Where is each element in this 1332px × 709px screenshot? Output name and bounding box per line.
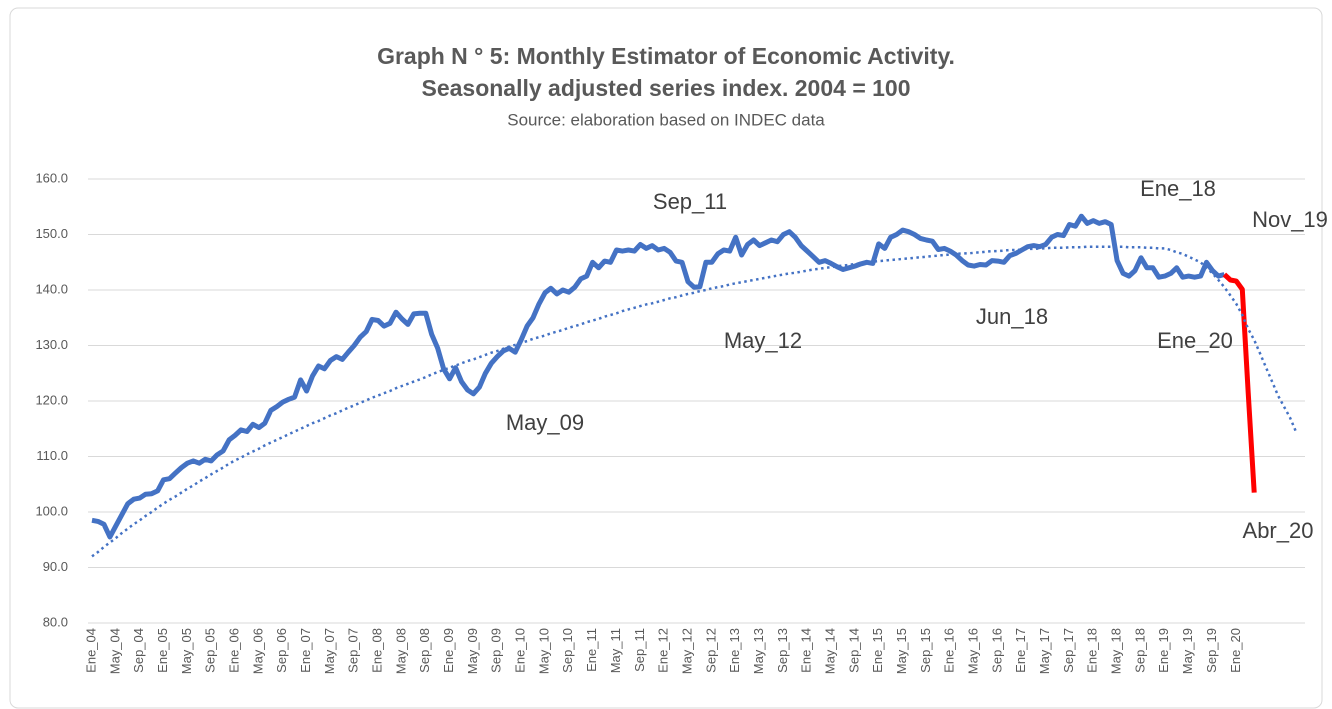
x-tick-label: Sep_19 xyxy=(1204,628,1219,673)
x-tick-label: Ene_15 xyxy=(870,628,885,673)
series-line xyxy=(1222,272,1257,493)
annotation: Ene_18 xyxy=(1140,176,1216,201)
x-tick-label: Sep_05 xyxy=(203,628,218,673)
x-tick-label: Ene_10 xyxy=(513,628,528,673)
x-tick-label: May_04 xyxy=(107,628,122,674)
y-tick-label: 150.0 xyxy=(35,226,68,241)
x-tick-label: May_15 xyxy=(894,628,909,674)
annotation: Nov_19 xyxy=(1252,207,1328,232)
x-tick-label: Ene_19 xyxy=(1156,628,1171,673)
x-tick-label: Sep_12 xyxy=(703,628,718,673)
x-tick-label: Sep_16 xyxy=(989,628,1004,673)
x-tick-label: Sep_13 xyxy=(775,628,790,673)
x-tick-label: Ene_07 xyxy=(298,628,313,673)
x-tick-label: May_14 xyxy=(822,628,837,674)
x-tick-label: Sep_17 xyxy=(1061,628,1076,673)
y-tick-label: 90.0 xyxy=(43,559,68,574)
x-tick-label: May_16 xyxy=(966,628,981,674)
chart-frame xyxy=(9,7,1323,709)
x-tick-label: Ene_16 xyxy=(942,628,957,673)
x-tick-label: May_19 xyxy=(1180,628,1195,674)
x-tick-label: May_18 xyxy=(1109,628,1124,674)
x-tick-label: Sep_15 xyxy=(918,628,933,673)
chart-title: Seasonally adjusted series index. 2004 =… xyxy=(421,75,910,101)
series-line xyxy=(91,245,1298,558)
x-tick-label: Ene_18 xyxy=(1085,628,1100,673)
annotation: Sep_11 xyxy=(653,189,727,214)
x-tick-label: Ene_14 xyxy=(799,628,814,673)
x-tick-label: Ene_04 xyxy=(83,628,98,673)
x-tick-label: Sep_06 xyxy=(274,628,289,673)
x-tick-label: Ene_17 xyxy=(1013,628,1028,673)
x-tick-label: Ene_08 xyxy=(370,628,385,673)
y-tick-label: 160.0 xyxy=(35,170,68,185)
x-tick-label: Sep_04 xyxy=(131,628,146,673)
chart-subtitle: Source: elaboration based on INDEC data xyxy=(507,110,825,129)
x-tick-label: May_11 xyxy=(608,628,623,673)
x-tick-label: May_17 xyxy=(1037,628,1052,674)
x-tick-label: Ene_20 xyxy=(1228,628,1243,673)
x-tick-label: Sep_18 xyxy=(1132,628,1147,673)
y-tick-label: 80.0 xyxy=(43,614,68,629)
series-line xyxy=(91,213,1226,540)
x-tick-label: May_12 xyxy=(679,628,694,674)
x-tick-label: Sep_14 xyxy=(846,628,861,673)
x-tick-label: Ene_05 xyxy=(155,628,170,673)
y-tick-label: 100.0 xyxy=(35,503,68,518)
annotation: May_09 xyxy=(506,410,584,435)
y-tick-label: 110.0 xyxy=(36,448,68,463)
x-tick-label: May_08 xyxy=(393,628,408,674)
x-tick-label: May_05 xyxy=(179,628,194,674)
x-tick-label: May_10 xyxy=(536,628,551,674)
x-tick-label: May_06 xyxy=(250,628,265,674)
x-tick-label: Sep_07 xyxy=(346,628,361,673)
chart-title: Graph N ° 5: Monthly Estimator of Econom… xyxy=(377,43,955,69)
y-tick-label: 140.0 xyxy=(35,281,68,296)
x-tick-label: Ene_13 xyxy=(727,628,742,673)
x-tick-label: Sep_10 xyxy=(560,628,575,673)
x-tick-label: Sep_11 xyxy=(632,628,647,672)
x-tick-label: May_13 xyxy=(751,628,766,674)
y-tick-label: 130.0 xyxy=(35,337,68,352)
x-tick-label: May_09 xyxy=(465,628,480,674)
x-tick-label: Ene_09 xyxy=(441,628,456,673)
annotation: Abr_20 xyxy=(1243,518,1314,543)
x-tick-label: Ene_12 xyxy=(656,628,671,673)
annotation: May_12 xyxy=(724,328,802,353)
annotation: Jun_18 xyxy=(976,304,1048,329)
x-tick-label: Ene_06 xyxy=(226,628,241,673)
y-tick-label: 120.0 xyxy=(35,392,68,407)
x-tick-label: Sep_08 xyxy=(417,628,432,673)
annotation: Ene_20 xyxy=(1157,328,1233,353)
x-tick-label: Ene_11 xyxy=(584,628,599,672)
x-tick-label: May_07 xyxy=(322,628,337,674)
x-tick-label: Sep_09 xyxy=(489,628,504,673)
